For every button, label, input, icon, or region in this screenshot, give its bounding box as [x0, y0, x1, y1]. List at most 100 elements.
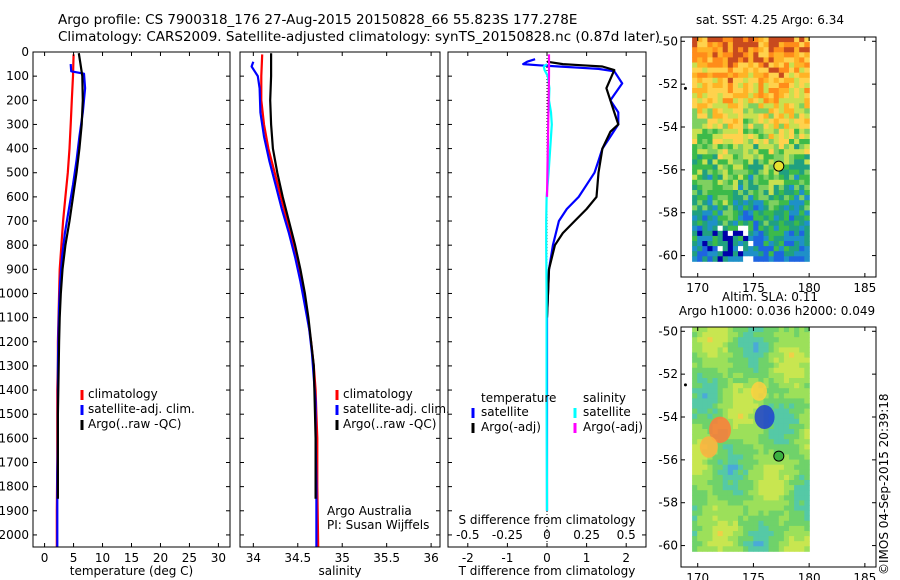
sst-cell: [692, 42, 698, 48]
diff-legend-label: Argo(-adj): [481, 420, 541, 434]
sst-cell: [799, 57, 805, 63]
sst-cell: [778, 118, 785, 125]
sst-cell: [753, 72, 759, 79]
sla-cell: [722, 536, 729, 542]
sla-cell: [702, 372, 708, 379]
sst-cell: [778, 77, 785, 84]
sst-cell: [753, 159, 759, 165]
sla-cell: [692, 383, 698, 389]
sla-cell: [804, 439, 810, 445]
sla-cell: [794, 372, 800, 379]
sla-cell: [758, 327, 764, 333]
sla-cell: [753, 357, 759, 364]
sla-cell: [732, 423, 739, 430]
sst-cell: [748, 256, 754, 262]
sla-cell: [692, 469, 698, 476]
diff-xtick-label: 2: [622, 551, 630, 565]
temp-xtick-label: 25: [182, 551, 197, 565]
sla-cell: [722, 480, 729, 486]
sst-cell: [773, 251, 780, 257]
sst-cell: [732, 251, 739, 257]
sst-cell: [789, 195, 795, 201]
sla-cell: [692, 485, 698, 491]
temp-ytick-label: 700: [6, 214, 29, 228]
sst-cell: [743, 200, 749, 206]
diff-legend-title: salinity: [583, 391, 626, 405]
sla-cell: [778, 429, 785, 435]
sla-cell: [804, 474, 810, 481]
sst-cell: [722, 154, 729, 160]
sst-cell: [717, 47, 724, 53]
sst-cell: [763, 133, 769, 140]
sla-cell: [727, 536, 734, 542]
sst-cell: [727, 154, 734, 160]
sla-cell: [799, 485, 805, 491]
sst-cell: [707, 57, 713, 63]
temp-ytick-label: 1300: [0, 359, 29, 373]
sla-cell: [697, 383, 703, 389]
sst-cell: [804, 251, 810, 257]
diff-xtick-label: -1: [501, 551, 513, 565]
sla-cell: [768, 362, 775, 369]
sst-cell: [697, 205, 703, 211]
sla-cell: [783, 490, 790, 496]
sst-cell: [692, 256, 698, 262]
sst-cell: [768, 37, 775, 43]
sla-cell: [804, 449, 810, 455]
sst-cell: [773, 230, 780, 237]
sla-cell: [778, 485, 785, 491]
sla-cell: [717, 531, 724, 537]
sla-cell: [804, 413, 810, 420]
sst-cell: [707, 179, 713, 186]
sla-cell: [804, 347, 810, 353]
sla-cell: [732, 367, 739, 374]
sla-cell: [758, 337, 764, 343]
sst-cell: [738, 210, 744, 216]
sst-cell: [707, 93, 713, 99]
sla-cell: [738, 347, 744, 353]
sla-cell: [727, 393, 734, 399]
sla-cell: [748, 408, 754, 415]
sst-cell: [768, 77, 775, 84]
sst-cell: [738, 128, 744, 135]
sla-cell: [727, 480, 734, 486]
sla-cell: [727, 434, 734, 440]
sla-cell: [783, 439, 790, 445]
sla-cell: [702, 515, 708, 522]
sla-cell: [697, 490, 703, 496]
sla-cell: [692, 357, 698, 364]
sla-cell: [753, 510, 759, 517]
sla-cell: [702, 398, 708, 404]
sst-cell: [799, 113, 805, 119]
sst-cell: [732, 195, 739, 201]
sla-cell: [743, 337, 749, 343]
sst-cell: [712, 184, 718, 191]
sst-cell: [789, 139, 795, 145]
sst-cell: [748, 113, 754, 119]
sla-cell: [799, 459, 805, 466]
sla-cell: [799, 525, 805, 532]
sla-cell: [722, 490, 729, 496]
sst-cell: [722, 42, 729, 48]
sla-cell: [702, 357, 708, 364]
sst-cell: [783, 246, 790, 252]
sla-cell: [773, 444, 780, 450]
sst-cell: [722, 210, 729, 216]
sla-cell: [717, 520, 724, 527]
sla-cell: [702, 403, 708, 409]
sst-cell: [768, 144, 775, 150]
sst-cell: [789, 241, 795, 247]
sla-cell: [778, 515, 785, 522]
sst-cell: [738, 164, 744, 170]
sst-ytick-label: -56: [658, 163, 678, 177]
sla-cell: [789, 439, 795, 445]
sla-cell: [758, 505, 764, 511]
sla-cell: [799, 464, 805, 471]
sst-cell: [743, 215, 749, 221]
sst-cell: [727, 220, 734, 227]
sst-cell: [783, 47, 790, 53]
sst-cell: [753, 246, 759, 252]
temp-ytick-label: 600: [6, 190, 29, 204]
sst-ytick-label: -58: [658, 206, 678, 220]
sst-cell: [748, 246, 754, 252]
